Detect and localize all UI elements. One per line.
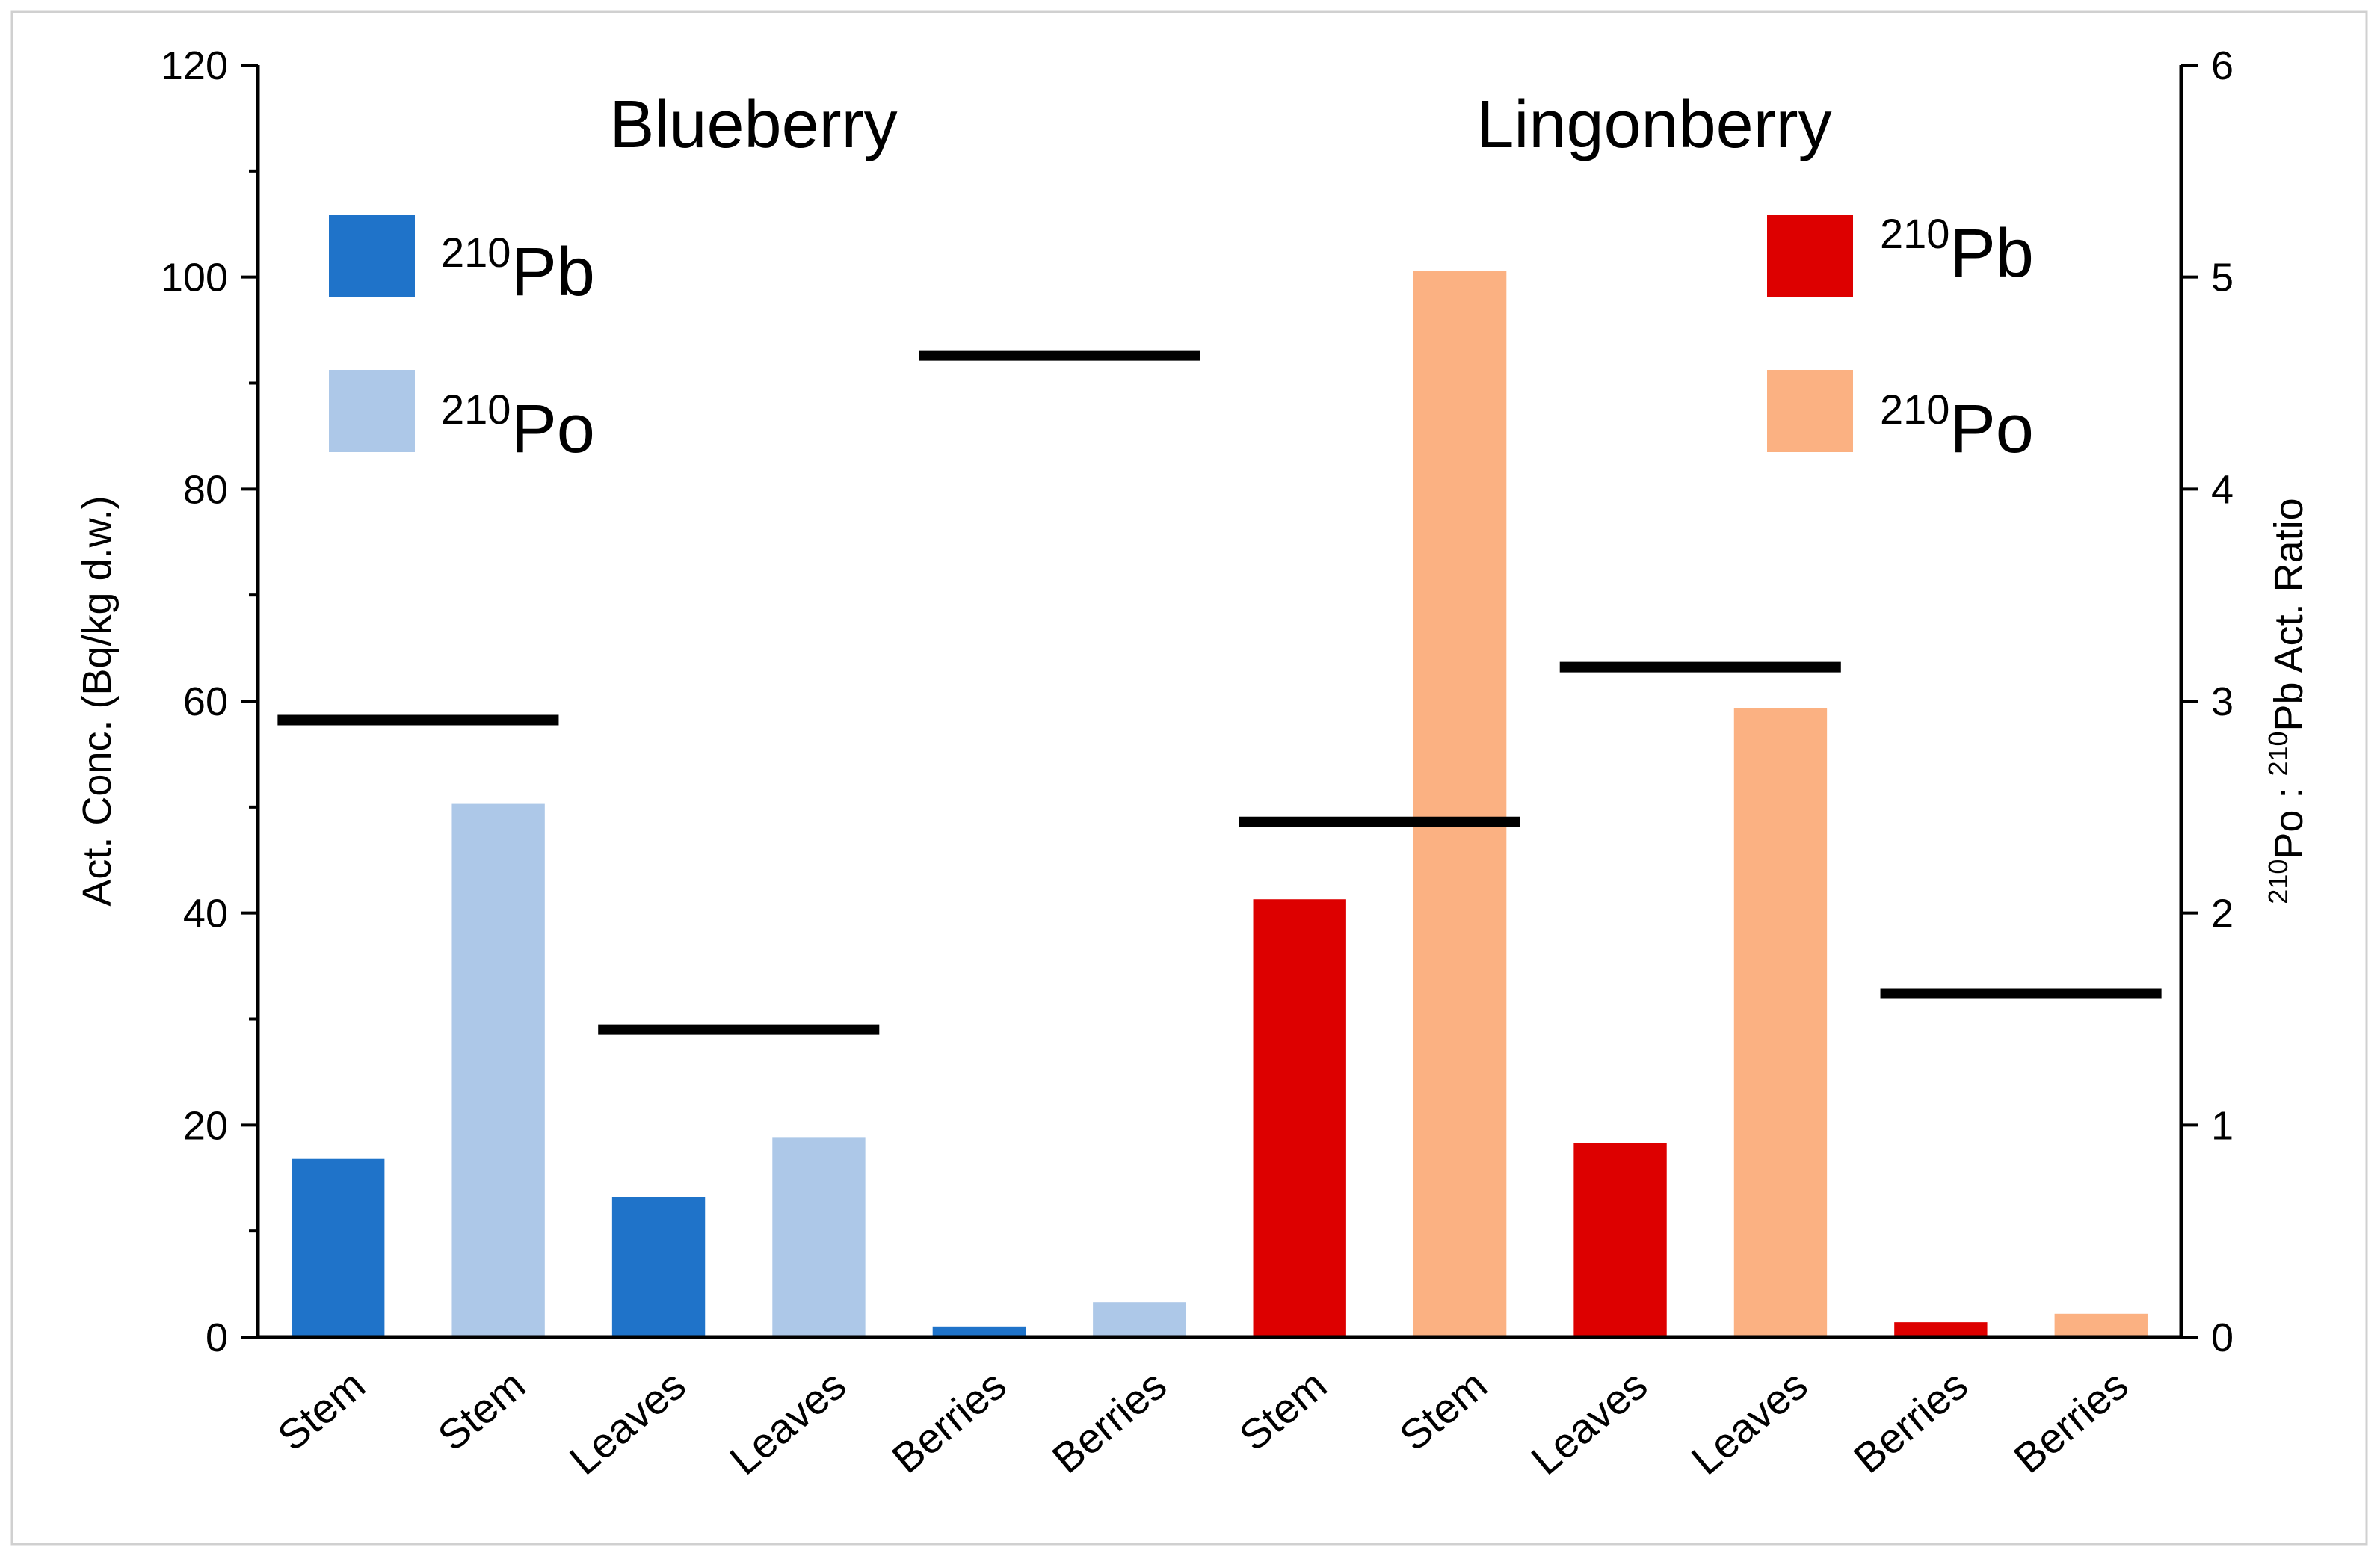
- ratio-lines-layer: [277, 350, 2162, 1035]
- bar-lingonberry-stem-210pb: [1253, 899, 1346, 1337]
- right-axis-label-po: Po :: [2266, 777, 2311, 859]
- lingonberry-title: Lingonberry: [1476, 87, 1831, 162]
- right-tick-label: 0: [2211, 1315, 2233, 1360]
- left-axis-ticks: 0 20 40 60 80 100 120: [161, 43, 258, 1360]
- bar-lingonberry-leaves-210pb: [1573, 1143, 1667, 1337]
- right-axis-label-pb: Pb Act. Ratio: [2266, 498, 2311, 731]
- right-axis-label-mass-1: 210: [2263, 859, 2293, 904]
- right-tick-label: 2: [2211, 892, 2233, 936]
- bar-lingonberry-stem-210po: [1413, 271, 1507, 1337]
- legend-label-lingonberry-po: 210Po: [1880, 386, 2034, 467]
- bar-lingonberry-berries-210pb: [1894, 1322, 1988, 1337]
- left-tick-label: 100: [161, 256, 228, 300]
- right-axis-ticks: 0 1 2 3 4 5 6: [2181, 43, 2233, 1360]
- bar-lingonberry-berries-210po: [2054, 1313, 2148, 1337]
- figure-border: [10, 10, 2368, 1546]
- left-tick-label: 80: [183, 467, 228, 512]
- blueberry-legend: 210Pb 210Po: [329, 215, 595, 467]
- bar-blueberry-leaves-210po: [772, 1137, 866, 1337]
- bar-blueberry-stem-210po: [451, 803, 545, 1337]
- legend-swatch-blueberry-po: [329, 370, 415, 452]
- bars-layer: [292, 271, 2148, 1337]
- right-tick-label: 5: [2211, 256, 2233, 300]
- legend-label-blueberry-pb: 210Pb: [441, 229, 595, 310]
- left-tick-label: 20: [183, 1103, 228, 1148]
- right-tick-label: 4: [2211, 467, 2233, 512]
- left-tick-label: 60: [183, 679, 228, 724]
- left-tick-label: 40: [183, 892, 228, 936]
- left-axis-label: Act. Conc. (Bq/kg d.w.): [75, 495, 120, 906]
- bar-lingonberry-leaves-210po: [1733, 708, 1828, 1337]
- left-tick-label: 0: [206, 1315, 228, 1360]
- bar-blueberry-stem-210pb: [292, 1158, 385, 1337]
- bar-blueberry-berries-210po: [1093, 1302, 1186, 1337]
- legend-swatch-lingonberry-pb: [1767, 215, 1853, 297]
- bar-blueberry-berries-210pb: [932, 1326, 1026, 1337]
- right-tick-label: 3: [2211, 679, 2233, 724]
- left-tick-label: 120: [161, 43, 228, 88]
- right-tick-label: 1: [2211, 1103, 2233, 1148]
- bar-blueberry-leaves-210pb: [611, 1197, 706, 1337]
- legend-label-blueberry-po: 210Po: [441, 386, 595, 467]
- right-tick-label: 6: [2211, 43, 2233, 88]
- blueberry-title: Blueberry: [609, 87, 897, 162]
- right-axis-label: 210Po : 210Pb Act. Ratio: [2263, 498, 2312, 904]
- legend-label-lingonberry-pb: 210Pb: [1880, 210, 2034, 291]
- legend-swatch-blueberry-pb: [329, 215, 415, 297]
- right-axis-label-mass-2: 210: [2263, 731, 2293, 776]
- legend-swatch-lingonberry-po: [1767, 370, 1853, 452]
- lingonberry-legend: 210Pb 210Po: [1767, 210, 2034, 467]
